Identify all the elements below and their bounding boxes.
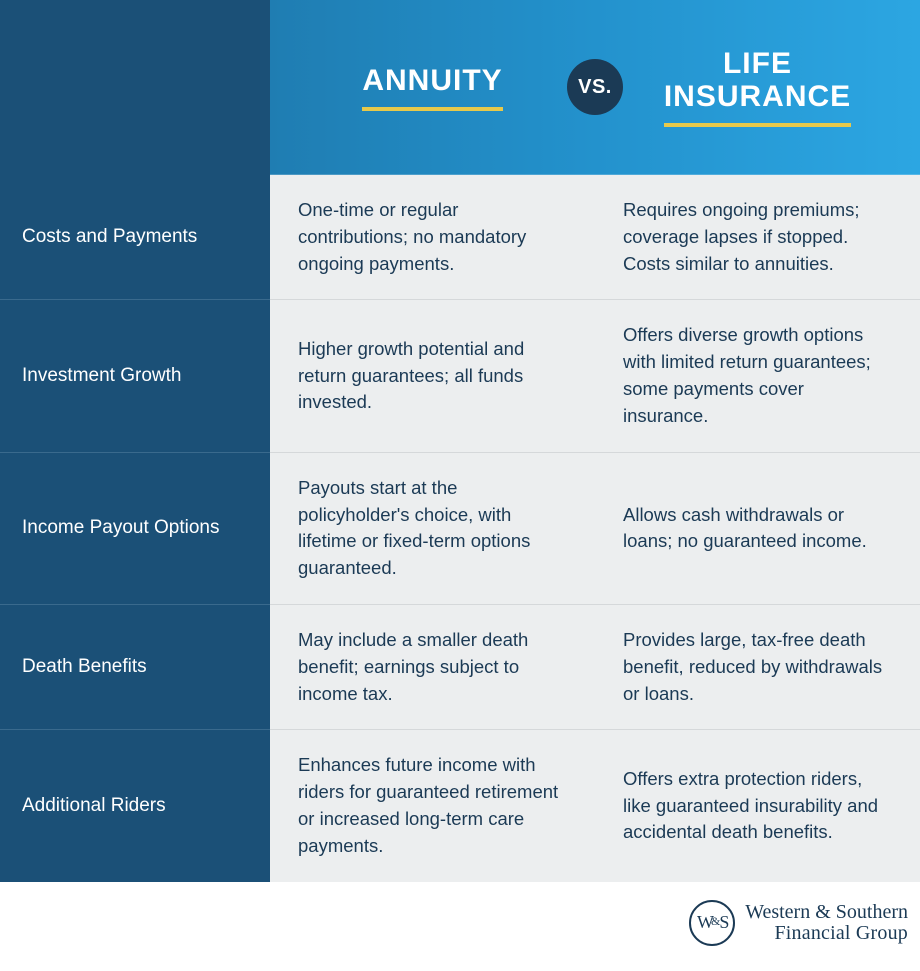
cell-text: Offers diverse growth options with limit… xyxy=(623,322,892,429)
cell-annuity: Enhances future income with riders for g… xyxy=(270,729,595,881)
header-label-spacer xyxy=(0,0,270,175)
header-life: LIFE INSURANCE xyxy=(595,0,920,175)
cell-annuity: One-time or regular contributions; no ma… xyxy=(270,175,595,299)
cell-text: One-time or regular contributions; no ma… xyxy=(298,197,567,277)
row-label: Income Payout Options xyxy=(0,452,270,604)
header-life-title: LIFE INSURANCE xyxy=(664,47,851,127)
cell-text: Requires ongoing premiums; coverage laps… xyxy=(623,197,892,277)
row-label: Death Benefits xyxy=(0,604,270,729)
cell-text: Higher growth potential and return guara… xyxy=(298,336,567,416)
cell-life: Requires ongoing premiums; coverage laps… xyxy=(595,175,920,299)
cell-text: Payouts start at the policyholder's choi… xyxy=(298,475,567,582)
brand-logo-text: Western & Southern Financial Group xyxy=(745,902,908,944)
header-annuity-title: ANNUITY xyxy=(362,64,502,111)
cell-text: Provides large, tax-free death benefit, … xyxy=(623,627,892,707)
row-label-text: Costs and Payments xyxy=(22,225,197,250)
row-label-text: Additional Riders xyxy=(22,794,166,819)
cell-life: Offers extra protection riders, like gua… xyxy=(595,729,920,881)
cell-annuity: Payouts start at the policyholder's choi… xyxy=(270,452,595,604)
brand-line1: Western & Southern xyxy=(745,902,908,923)
row-label: Investment Growth xyxy=(0,299,270,451)
cell-life: Offers diverse growth options with limit… xyxy=(595,299,920,451)
row-label-text: Income Payout Options xyxy=(22,516,220,541)
cell-text: Offers extra protection riders, like gua… xyxy=(623,766,892,846)
header-annuity: ANNUITY VS. xyxy=(270,0,595,175)
brand-line2: Financial Group xyxy=(745,923,908,944)
row-label: Costs and Payments xyxy=(0,175,270,299)
row-label-text: Investment Growth xyxy=(22,364,181,389)
cell-text: Enhances future income with riders for g… xyxy=(298,752,567,859)
cell-annuity: May include a smaller death benefit; ear… xyxy=(270,604,595,729)
footer: W&S Western & Southern Financial Group xyxy=(0,882,920,958)
brand-logo-icon: W&S xyxy=(689,900,735,946)
row-label-text: Death Benefits xyxy=(22,655,147,680)
cell-life: Provides large, tax-free death benefit, … xyxy=(595,604,920,729)
cell-text: May include a smaller death benefit; ear… xyxy=(298,627,567,707)
cell-annuity: Higher growth potential and return guara… xyxy=(270,299,595,451)
vs-label: VS. xyxy=(578,76,612,99)
cell-text: Allows cash withdrawals or loans; no gua… xyxy=(623,502,892,556)
comparison-table: ANNUITY VS. LIFE INSURANCE Costs and Pay… xyxy=(0,0,920,882)
row-label: Additional Riders xyxy=(0,729,270,881)
vs-badge: VS. xyxy=(567,59,623,115)
cell-life: Allows cash withdrawals or loans; no gua… xyxy=(595,452,920,604)
